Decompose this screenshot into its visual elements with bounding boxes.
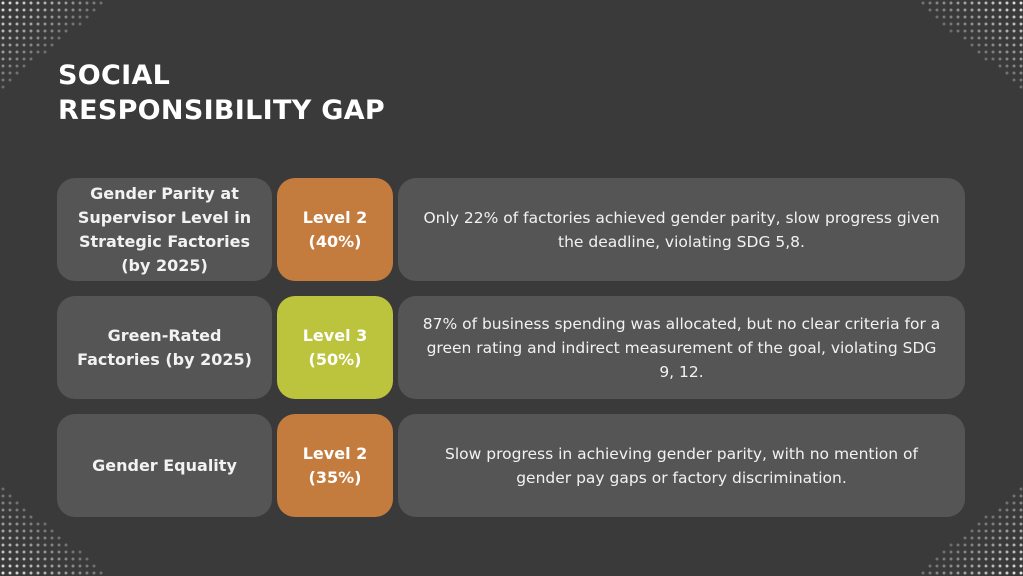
dot-pattern-top-right	[913, 0, 1023, 90]
description-cell: 87% of business spending was allocated, …	[398, 296, 965, 399]
table-row: Gender Equality Level 2 (35%) Slow progr…	[57, 414, 965, 517]
title-line-2: RESPONSIBILITY GAP	[58, 95, 386, 126]
goal-cell: Gender Equality	[57, 414, 272, 517]
level-badge: Level 3 (50%)	[277, 296, 393, 399]
dot-pattern-top-left	[0, 0, 110, 90]
description-cell: Slow progress in achieving gender parity…	[398, 414, 965, 517]
goal-cell: Green-Rated Factories (by 2025)	[57, 296, 272, 399]
goal-cell: Gender Parity at Supervisor Level in Str…	[57, 178, 272, 281]
title-line-1: SOCIAL	[58, 60, 171, 91]
level-badge: Level 2 (40%)	[277, 178, 393, 281]
table-row: Green-Rated Factories (by 2025) Level 3 …	[57, 296, 965, 399]
dot-pattern-bottom-right	[913, 486, 1023, 576]
table-row: Gender Parity at Supervisor Level in Str…	[57, 178, 965, 281]
description-cell: Only 22% of factories achieved gender pa…	[398, 178, 965, 281]
dot-pattern-bottom-left	[0, 486, 110, 576]
level-badge: Level 2 (35%)	[277, 414, 393, 517]
slide-title: SOCIAL RESPONSIBILITY GAP	[58, 58, 385, 128]
